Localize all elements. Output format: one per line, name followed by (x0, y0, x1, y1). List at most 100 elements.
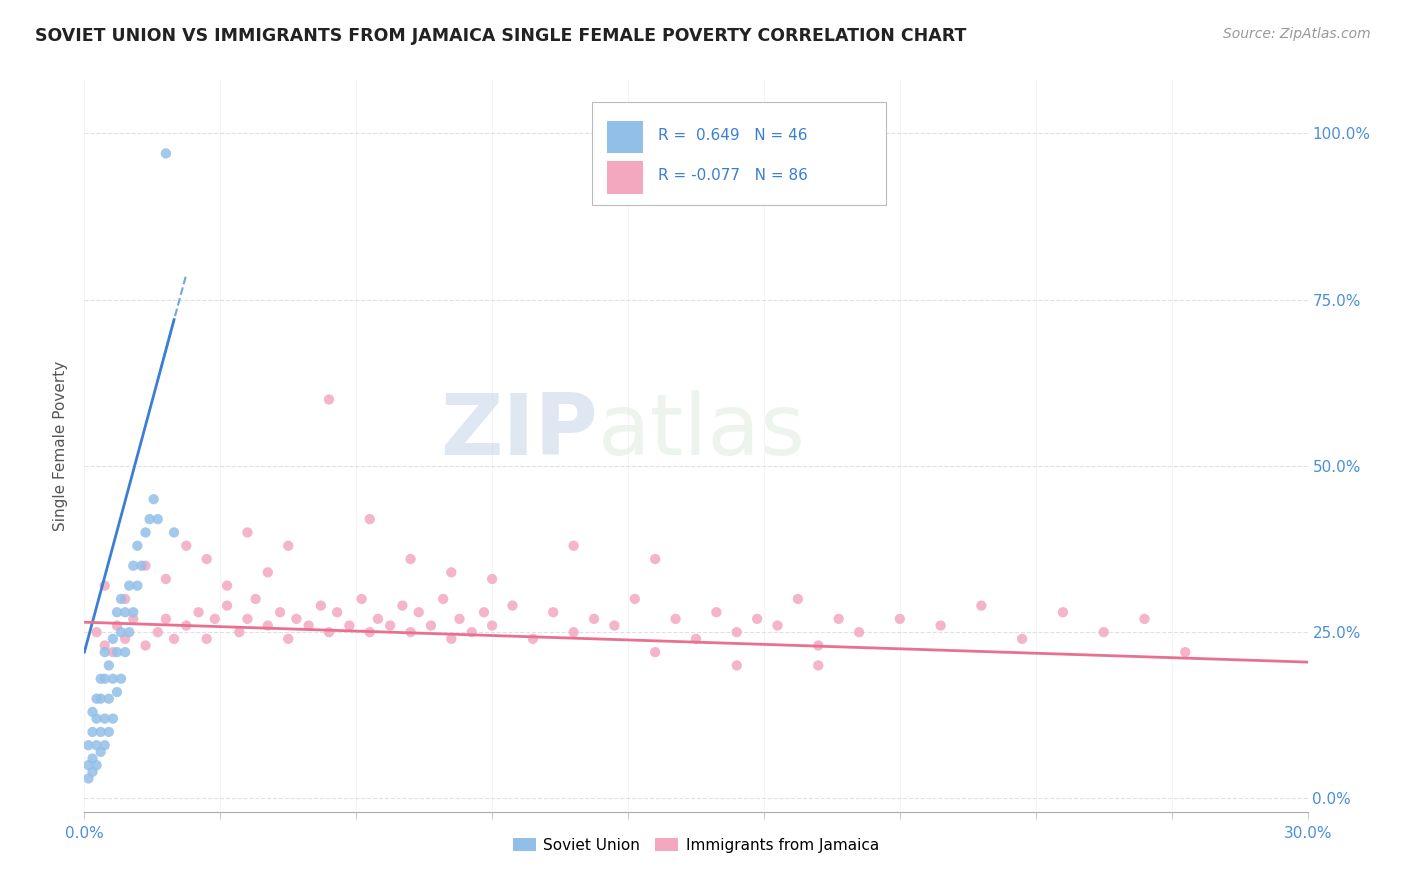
Point (391, 599, 413, 613)
Point (1133, 612, 1156, 626)
Point (118, 625, 141, 640)
Point (481, 618, 503, 632)
Point (146, 512, 169, 526)
Point (135, 639, 157, 653)
Point (122, 605, 145, 619)
Point (82, 751, 104, 765)
Point (217, 599, 239, 613)
Point (269, 605, 291, 619)
Point (163, 632, 186, 646)
Point (93, 579, 115, 593)
Point (174, 618, 197, 632)
Point (1174, 645, 1197, 659)
Point (339, 618, 361, 632)
Point (90, 672, 112, 686)
Point (101, 672, 124, 686)
Point (135, 525, 157, 540)
Point (603, 618, 626, 632)
Point (318, 392, 340, 407)
Point (101, 632, 124, 646)
Point (399, 625, 422, 640)
Text: SOVIET UNION VS IMMIGRANTS FROM JAMAICA SINGLE FEMALE POVERTY CORRELATION CHART: SOVIET UNION VS IMMIGRANTS FROM JAMAICA … (35, 27, 966, 45)
Point (97, 658, 120, 673)
Point (562, 539, 585, 553)
Point (77, 738, 100, 752)
Point (105, 685, 128, 699)
Point (97, 691, 120, 706)
Point (665, 612, 688, 626)
Point (110, 672, 132, 686)
Point (217, 579, 239, 593)
Point (93, 672, 115, 686)
Point (807, 639, 830, 653)
FancyBboxPatch shape (592, 103, 886, 204)
Point (114, 632, 136, 646)
Point (204, 612, 226, 626)
Point (562, 625, 585, 640)
Point (380, 618, 402, 632)
Point (449, 612, 471, 626)
Point (440, 632, 463, 646)
Point (138, 512, 160, 526)
Point (929, 618, 952, 632)
Point (82, 725, 104, 739)
Point (399, 552, 422, 566)
Point (77, 758, 100, 772)
Point (131, 558, 153, 573)
Point (105, 605, 128, 619)
FancyBboxPatch shape (606, 161, 644, 194)
Point (420, 618, 443, 632)
Point (187, 605, 209, 619)
Point (105, 618, 128, 632)
Point (807, 658, 830, 673)
Point (624, 591, 647, 606)
Point (86, 691, 108, 706)
Point (461, 625, 484, 640)
Point (90, 725, 112, 739)
Point (82, 764, 104, 779)
Point (359, 625, 381, 640)
Point (970, 599, 993, 613)
Point (318, 625, 340, 640)
Point (472, 605, 495, 619)
Point (522, 632, 544, 646)
Legend: Soviet Union, Immigrants from Jamaica: Soviet Union, Immigrants from Jamaica (506, 831, 886, 859)
Point (155, 146, 177, 161)
Text: Source: ZipAtlas.com: Source: ZipAtlas.com (1223, 27, 1371, 41)
Point (122, 612, 145, 626)
Point (644, 552, 666, 566)
Point (277, 539, 299, 553)
Text: ZIP: ZIP (440, 390, 598, 473)
Point (90, 745, 112, 759)
Point (105, 645, 128, 659)
Point (77, 772, 100, 786)
Point (502, 599, 524, 613)
Point (101, 712, 124, 726)
Point (298, 618, 321, 632)
Point (367, 612, 389, 626)
Point (1092, 625, 1115, 640)
Point (1011, 632, 1033, 646)
Point (848, 625, 870, 640)
Point (481, 572, 503, 586)
Point (101, 645, 124, 659)
Point (285, 612, 308, 626)
Point (257, 566, 280, 580)
Point (127, 579, 149, 593)
Point (432, 591, 454, 606)
Point (90, 691, 112, 706)
Point (110, 625, 132, 640)
Point (146, 625, 169, 640)
Point (110, 591, 132, 606)
Point (114, 645, 136, 659)
Point (787, 591, 810, 606)
Point (97, 725, 120, 739)
Point (725, 625, 748, 640)
Text: atlas: atlas (598, 390, 806, 473)
Point (93, 712, 115, 726)
Point (122, 558, 145, 573)
Point (86, 758, 108, 772)
Point (350, 591, 373, 606)
Point (309, 599, 332, 613)
Point (174, 539, 197, 553)
